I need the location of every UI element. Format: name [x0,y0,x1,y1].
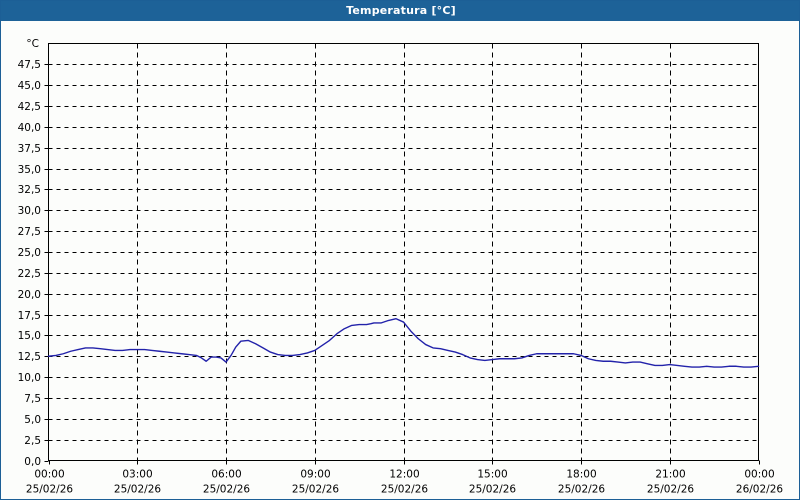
x-axis-time-label: 21:00 [655,469,685,481]
y-axis-tick-label: 25,0 [18,247,41,259]
x-axis-time-label: 00:00 [34,469,64,481]
y-axis-unit-label: °C [26,38,39,50]
x-axis-date-label: 25/02/26 [558,484,605,496]
y-axis-tick-label: 17,5 [18,310,41,322]
x-axis-time-label: 06:00 [211,469,241,481]
y-axis-tick-label: 12,5 [18,351,41,363]
y-axis-tick-label: 35,0 [18,164,41,176]
x-axis-date-label: 25/02/26 [381,484,428,496]
x-axis-date-label: 25/02/26 [26,484,73,496]
x-axis-time-label: 00:00 [744,469,774,481]
x-axis-date-label: 25/02/26 [469,484,516,496]
y-axis-tick-label: 30,0 [18,205,41,217]
y-axis-tick-label: 10,0 [18,372,41,384]
x-axis-time-label: 12:00 [389,469,419,481]
x-axis-time-label: 15:00 [477,469,507,481]
x-axis-date-label: 26/02/26 [736,484,783,496]
y-axis-tick-label: 7,5 [24,393,41,405]
y-axis-tick-labels: 0,0 2,5 5,0 7,5 10,0 12,5 15,0 17,5 20,0 22,5 25,0… [18,59,41,468]
x-axis-date-label: 25/02/26 [292,484,339,496]
y-axis-tick-label: 37,5 [18,143,41,155]
temperature-series-line [47,318,760,368]
y-axis-tick-label: 27,5 [18,226,41,238]
x-axis-date-label: 25/02/26 [647,484,694,496]
vertical-gridlines [137,43,671,461]
horizontal-gridlines [44,64,759,462]
y-axis-tick-label: 32,5 [18,184,41,196]
window-title-bar: Temperatura [°C] [1,1,799,21]
plot-axis-frame [48,43,759,461]
y-axis-tick-label: 42,5 [18,101,41,113]
y-axis-tick-label: 22,5 [18,268,41,280]
y-axis-tick-label: 5,0 [24,414,41,426]
y-axis-tick-label: 20,0 [18,289,41,301]
x-axis-date-label: 25/02/26 [203,484,250,496]
x-axis-time-label: 18:00 [566,469,596,481]
page-title: Temperatura [°C] [346,4,456,17]
x-axis-tick-labels: 00:00 25/02/26 03:00 25/02/26 06:00 25/02/26 0… [26,469,783,496]
y-axis-tick-label: 0,0 [24,456,41,468]
y-axis-tick-label: 45,0 [18,80,41,92]
y-axis-tick-label: 47,5 [18,59,41,71]
y-axis-tick-label: 40,0 [18,122,41,134]
x-axis-date-label: 25/02/26 [114,484,161,496]
temperature-line-chart: 0,0 2,5 5,0 7,5 10,0 12,5 15,0 17,5 20,0 22,5 25,0… [18,38,784,496]
y-axis-tick-label: 15,0 [18,330,41,342]
x-axis-tick-marks [49,460,760,465]
x-axis-time-label: 03:00 [122,469,152,481]
x-axis-time-label: 09:00 [300,469,330,481]
y-axis-tick-label: 2,5 [24,435,41,447]
chart-canvas: 0,0 2,5 5,0 7,5 10,0 12,5 15,0 17,5 20,0 22,5 25,0… [1,21,799,499]
